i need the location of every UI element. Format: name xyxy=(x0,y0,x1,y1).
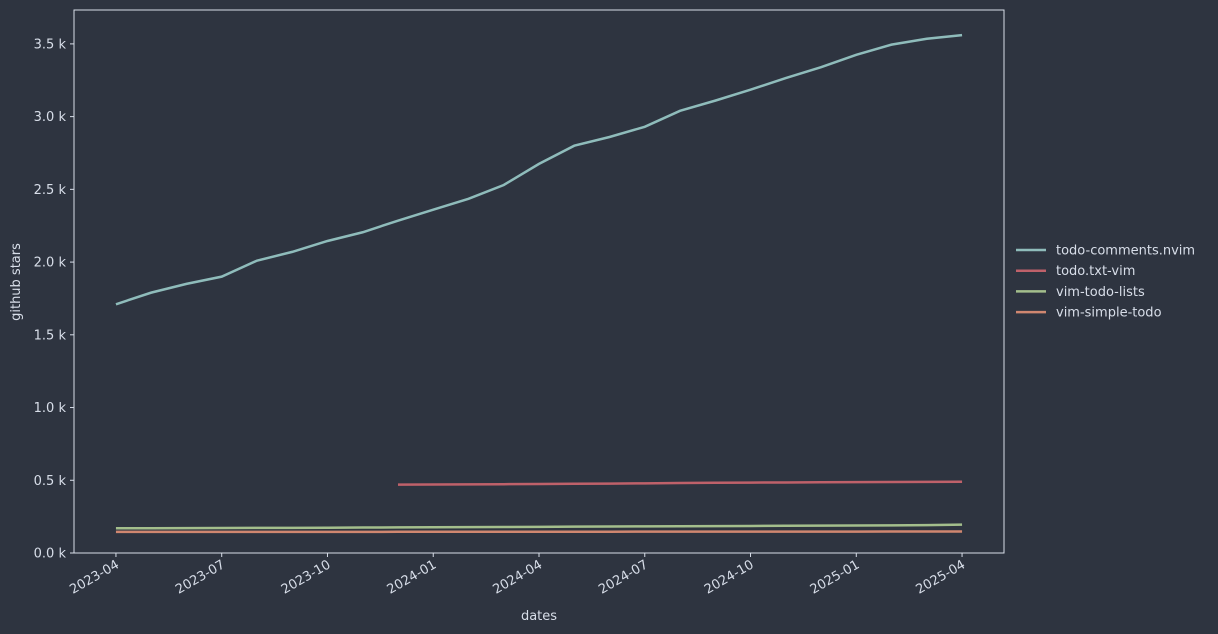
legend-label: todo-comments.nvim xyxy=(1056,244,1195,259)
y-tick-label: 3.5 k xyxy=(34,37,67,52)
y-tick-label: 3.0 k xyxy=(34,110,67,125)
y-axis-label: github stars xyxy=(9,243,24,321)
series-line xyxy=(115,523,963,530)
series-line xyxy=(115,33,963,306)
y-tick-label: 0.5 k xyxy=(34,474,67,489)
y-tick-label: 1.5 k xyxy=(34,328,67,343)
x-axis-label: dates xyxy=(521,609,557,624)
y-tick-label: 2.5 k xyxy=(34,183,67,198)
y-tick-label: 0.0 k xyxy=(34,547,67,562)
y-tick-label: 2.0 k xyxy=(34,256,67,271)
legend-label: vim-simple-todo xyxy=(1056,306,1162,321)
y-tick-label: 1.0 k xyxy=(34,401,67,416)
series-line xyxy=(397,480,963,486)
legend-label: vim-todo-lists xyxy=(1056,285,1145,300)
legend-label: todo.txt-vim xyxy=(1056,264,1135,279)
